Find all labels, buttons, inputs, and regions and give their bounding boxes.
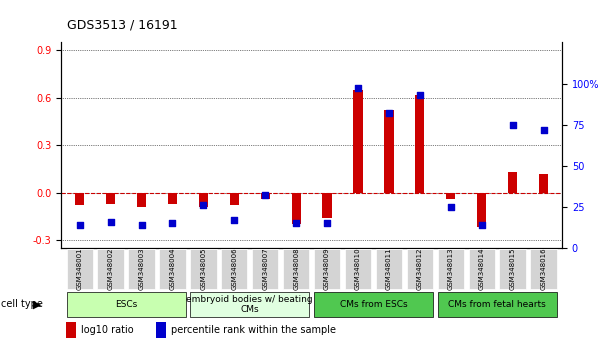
Bar [291,193,301,224]
Bar [137,193,146,207]
Point [353,86,363,91]
Bar [199,193,208,207]
Point [446,204,456,210]
Bar [323,193,332,218]
FancyBboxPatch shape [314,292,433,317]
Bar [168,193,177,204]
Bar [156,322,166,338]
Point [508,122,518,127]
Text: embryoid bodies w/ beating
CMs: embryoid bodies w/ beating CMs [186,295,313,314]
Text: GSM348004: GSM348004 [169,248,175,290]
Text: GSM348003: GSM348003 [139,248,145,290]
Bar [477,193,486,227]
FancyBboxPatch shape [437,249,464,290]
Text: GSM348007: GSM348007 [262,248,268,290]
FancyBboxPatch shape [252,249,279,290]
FancyBboxPatch shape [67,249,93,290]
Bar [106,193,115,204]
Text: CMs from ESCs: CMs from ESCs [340,300,408,309]
FancyBboxPatch shape [500,249,526,290]
FancyBboxPatch shape [437,292,557,317]
Point [291,220,301,226]
Point [384,110,394,116]
FancyBboxPatch shape [345,249,371,290]
Text: GSM348008: GSM348008 [293,248,299,290]
Bar [66,322,76,338]
Point [539,127,549,132]
Text: GSM348014: GSM348014 [478,248,485,290]
Text: GDS3513 / 16191: GDS3513 / 16191 [67,19,178,32]
Bar [539,173,548,193]
Bar [353,90,363,193]
Bar [446,193,455,199]
Point [199,202,208,208]
Point [106,219,115,224]
FancyBboxPatch shape [407,249,433,290]
Text: GSM348005: GSM348005 [200,248,207,290]
Point [322,220,332,226]
Text: GSM348001: GSM348001 [76,248,82,290]
FancyBboxPatch shape [530,249,557,290]
Bar [75,193,84,205]
Text: GSM348011: GSM348011 [386,248,392,290]
Bar [230,193,239,205]
FancyBboxPatch shape [159,249,186,290]
Text: GSM348002: GSM348002 [108,248,114,290]
Bar [508,172,518,193]
FancyBboxPatch shape [376,249,402,290]
Point [477,222,486,228]
FancyBboxPatch shape [469,249,495,290]
Text: GSM348006: GSM348006 [232,248,237,290]
Point [415,92,425,98]
Text: GSM348010: GSM348010 [355,248,361,290]
Point [260,193,270,198]
Text: GSM348013: GSM348013 [448,248,454,290]
Point [137,222,147,228]
FancyBboxPatch shape [190,249,216,290]
Text: log10 ratio: log10 ratio [81,325,134,335]
Text: ESCs: ESCs [115,300,137,309]
FancyBboxPatch shape [283,249,309,290]
Bar [415,95,425,193]
Text: GSM348009: GSM348009 [324,248,330,290]
Text: percentile rank within the sample: percentile rank within the sample [171,325,336,335]
Text: GSM348012: GSM348012 [417,248,423,290]
Text: CMs from fetal hearts: CMs from fetal hearts [448,300,546,309]
FancyBboxPatch shape [97,249,123,290]
FancyBboxPatch shape [67,292,186,317]
Point [75,222,84,228]
Point [229,217,239,223]
Bar [260,193,270,199]
FancyBboxPatch shape [128,249,155,290]
Text: ▶: ▶ [33,299,42,309]
Bar [384,110,393,193]
Text: GSM348015: GSM348015 [510,248,516,290]
FancyBboxPatch shape [314,249,340,290]
Point [167,220,177,226]
Text: GSM348016: GSM348016 [541,248,547,290]
FancyBboxPatch shape [221,249,247,290]
Text: cell type: cell type [1,299,43,309]
FancyBboxPatch shape [190,292,309,317]
